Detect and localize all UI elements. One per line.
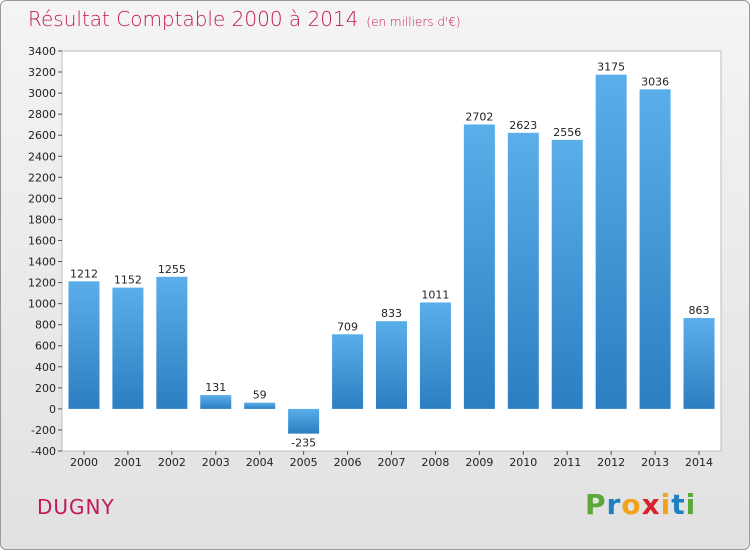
bar-value-label: 59	[253, 389, 267, 402]
x-tick-label: 2003	[202, 456, 230, 469]
x-tick-label: 2009	[465, 456, 493, 469]
x-tick-label: 2001	[114, 456, 142, 469]
y-tick-label: 2600	[28, 129, 56, 142]
bar	[639, 89, 671, 409]
y-tick-label: 3200	[28, 66, 56, 79]
bar	[332, 334, 364, 409]
bar	[507, 132, 539, 409]
bar-value-label: 3036	[641, 75, 669, 88]
y-tick-label: 0	[49, 403, 56, 416]
bar-value-label: -235	[291, 437, 316, 450]
bar	[200, 395, 232, 409]
x-tick-label: 2008	[421, 456, 449, 469]
bar-value-label: 2702	[465, 110, 493, 123]
x-tick-label: 2005	[290, 456, 318, 469]
y-tick-label: 1200	[28, 277, 56, 290]
bar	[68, 281, 100, 409]
bar	[551, 139, 583, 409]
bar-value-label: 3175	[597, 61, 625, 74]
x-tick-label: 2012	[597, 456, 625, 469]
y-tick-label: -200	[31, 424, 56, 437]
x-tick-label: 2011	[553, 456, 581, 469]
bar-value-label: 2623	[509, 119, 537, 132]
bar	[112, 287, 144, 409]
bar-value-label: 863	[689, 304, 710, 317]
bar-value-label: 131	[205, 381, 226, 394]
title-text: Résultat Comptable 2000 à 2014	[28, 7, 359, 31]
y-tick-label: 1600	[28, 234, 56, 247]
bar	[595, 74, 627, 409]
commune-name: DUGNY	[37, 495, 115, 519]
y-tick-label: 600	[35, 340, 56, 353]
bar	[463, 124, 495, 409]
x-tick-label: 2010	[509, 456, 537, 469]
y-tick-label: 2400	[28, 150, 56, 163]
x-tick-label: 2014	[685, 456, 713, 469]
y-tick-label: 2000	[28, 192, 56, 205]
y-tick-label: 1400	[28, 256, 56, 269]
y-tick-label: 3000	[28, 87, 56, 100]
y-tick-label: 3400	[28, 45, 56, 58]
bar	[419, 302, 451, 409]
y-tick-label: 2800	[28, 108, 56, 121]
bar	[244, 402, 276, 409]
y-tick-label: 200	[35, 382, 56, 395]
bar-value-label: 1152	[114, 274, 142, 287]
logo-letter: o	[621, 488, 642, 521]
bar-value-label: 833	[381, 307, 402, 320]
logo-letter: P	[585, 488, 607, 521]
chart-title: Résultat Comptable 2000 à 2014 (en millie…	[28, 7, 461, 31]
x-tick-label: 2013	[641, 456, 669, 469]
y-tick-label: 2200	[28, 171, 56, 184]
chart-subtitle: (en milliers d'€)	[366, 15, 461, 29]
bar-value-label: 1212	[70, 267, 98, 280]
y-tick-label: 1800	[28, 213, 56, 226]
x-tick-label: 2007	[378, 456, 406, 469]
bar	[683, 318, 715, 409]
bar-value-label: 1255	[158, 263, 186, 276]
bar	[156, 276, 188, 409]
x-tick-label: 2002	[158, 456, 186, 469]
logo-letter: t	[671, 488, 686, 521]
y-tick-label: 400	[35, 361, 56, 374]
bar-value-label: 1011	[421, 288, 449, 301]
logo-letter: i	[660, 488, 672, 521]
bar-value-label: 2556	[553, 126, 581, 139]
bar-value-label: 709	[337, 320, 358, 333]
logo-letter: x	[641, 488, 661, 521]
y-tick-label: 1000	[28, 298, 56, 311]
bar	[288, 408, 320, 434]
logo-letter: r	[606, 488, 622, 521]
logo-letter: i	[685, 488, 697, 521]
x-tick-label: 2006	[334, 456, 362, 469]
x-tick-label: 2004	[246, 456, 274, 469]
bar	[376, 321, 407, 409]
y-tick-label: 800	[35, 319, 56, 332]
x-tick-label: 2000	[70, 456, 98, 469]
proxiti-logo: Proxiti	[585, 488, 696, 521]
y-tick-label: -400	[31, 445, 56, 458]
